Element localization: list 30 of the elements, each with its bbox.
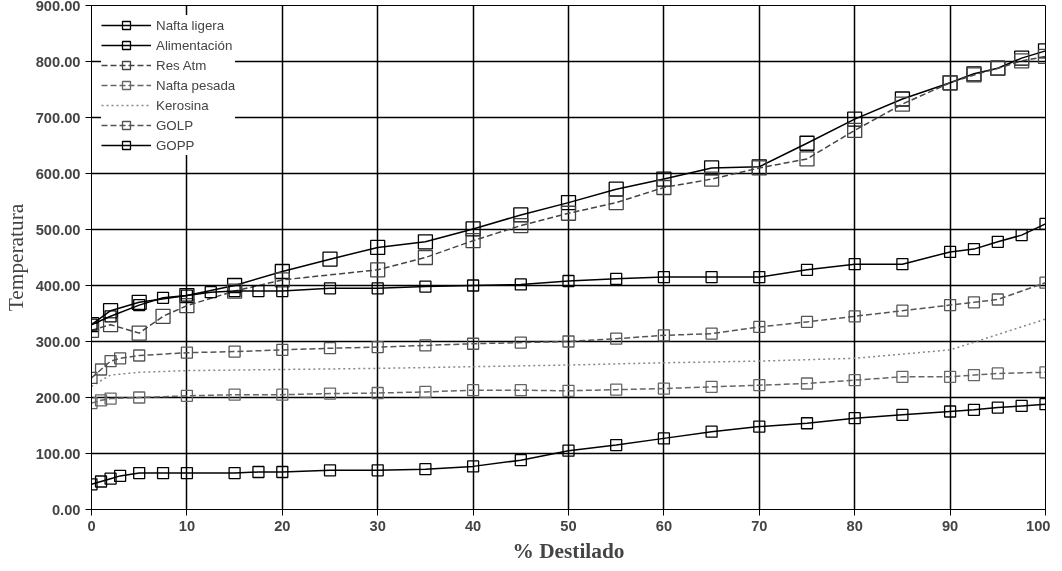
y-tick-label: 400.00 <box>35 277 81 294</box>
legend-label: Alimentación <box>156 37 233 53</box>
legend-label: GOPP <box>156 137 195 153</box>
x-tick-label: 10 <box>178 517 196 534</box>
x-tick-label: 20 <box>274 517 291 534</box>
x-tick-label: 40 <box>464 517 482 534</box>
y-tick-label: 500.00 <box>35 221 81 238</box>
legend-label: Res Atm <box>156 57 207 73</box>
x-tick-label: 50 <box>560 517 577 534</box>
x-tick-label: 60 <box>655 517 673 534</box>
x-tick-label: 70 <box>751 517 768 534</box>
x-tick-label: 0 <box>87 517 96 534</box>
x-tick-label: 90 <box>941 517 959 534</box>
y-tick-label: 100.00 <box>35 445 81 462</box>
legend-label: Nafta pesada <box>156 77 236 93</box>
y-tick-label: 600.00 <box>35 165 81 182</box>
y-tick-label: 200.00 <box>35 389 81 406</box>
y-tick-label: 900.00 <box>35 0 81 14</box>
y-tick-label: 700.00 <box>35 109 81 126</box>
y-tick-label: 300.00 <box>35 333 81 350</box>
y-tick-label: 800.00 <box>35 53 81 70</box>
x-tick-label: 30 <box>369 517 386 534</box>
legend-label: Nafta ligera <box>156 17 225 33</box>
x-tick-label: 80 <box>846 517 863 534</box>
x-tick-label: 100 <box>1026 517 1051 534</box>
legend-label: Kerosina <box>156 97 209 113</box>
legend-label: GOLP <box>156 117 194 133</box>
y-axis-title: Temperatura <box>3 203 28 312</box>
y-tick-label: 0.00 <box>51 501 81 518</box>
x-axis-title: % Destilado <box>512 538 625 563</box>
